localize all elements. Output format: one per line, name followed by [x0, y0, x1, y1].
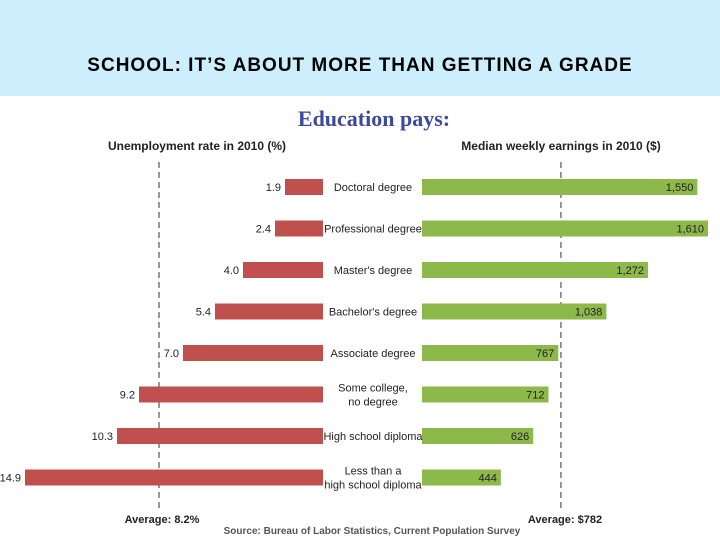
unemployment-value-label: 7.0: [164, 348, 179, 360]
unemployment-value-label: 1.9: [266, 182, 281, 194]
earnings-bar: [422, 428, 534, 444]
unemployment-bar: [25, 469, 323, 486]
earnings-value-label: 1,550: [666, 182, 694, 194]
earnings-value-label: 444: [479, 473, 497, 485]
earnings-value-label: 767: [536, 348, 554, 360]
unemployment-bar: [183, 345, 323, 361]
unemployment-value-label: 14.9: [0, 473, 21, 485]
earnings-bar: [422, 345, 559, 361]
earnings-bar: [422, 262, 648, 278]
earnings-axis-title: Median weekly earnings in 2010 ($): [461, 139, 660, 153]
unemployment-value-label: 5.4: [196, 307, 211, 319]
unemployment-axis-title: Unemployment rate in 2010 (%): [108, 139, 286, 153]
unemployment-bar: [117, 428, 323, 444]
category-label: Master's degree: [334, 265, 413, 277]
category-label: High school diploma: [323, 431, 423, 443]
earnings-bar: [422, 303, 607, 320]
title-banner: SCHOOL: IT’S ABOUT MORE THAN GETTING A G…: [0, 0, 720, 96]
earnings-value-label: 712: [526, 390, 544, 402]
unemployment-value-label: 2.4: [256, 224, 271, 236]
chart-title: Education pays:: [298, 106, 450, 131]
earnings-bar: [422, 179, 698, 195]
earnings-bar: [422, 220, 708, 237]
category-label: no degree: [348, 397, 398, 409]
earnings-bar: [422, 386, 549, 403]
category-label: Less than a: [345, 466, 403, 478]
earnings-value-label: 626: [511, 431, 529, 443]
category-label: Associate degree: [331, 348, 416, 360]
category-label: Bachelor's degree: [329, 307, 417, 319]
education-pays-chart: Education pays: Unemployment rate in 2010…: [0, 106, 708, 537]
unemployment-bar: [139, 386, 323, 403]
source-note: Source: Bureau of Labor Statistics, Curr…: [224, 526, 521, 537]
earnings-value-label: 1,272: [616, 265, 644, 277]
unemployment-bar: [215, 303, 323, 320]
unemployment-bar: [243, 262, 323, 278]
unemployment-bar: [285, 179, 323, 195]
category-label: Professional degree: [324, 224, 422, 236]
category-label: high school diploma: [324, 480, 422, 492]
unemployment-value-label: 4.0: [224, 265, 239, 277]
unemployment-value-label: 10.3: [92, 431, 113, 443]
unemployment-bar: [275, 220, 323, 237]
earnings-value-label: 1,610: [676, 224, 704, 236]
earnings-value-label: 1,038: [575, 307, 603, 319]
earnings-bar: [422, 469, 501, 486]
category-label: Some college,: [338, 383, 408, 395]
slide-title: SCHOOL: IT’S ABOUT MORE THAN GETTING A G…: [87, 55, 633, 76]
category-label: Doctoral degree: [334, 182, 412, 194]
earnings-average-label: Average: $782: [528, 514, 602, 526]
unemployment-value-label: 9.2: [120, 390, 135, 402]
unemployment-average-label: Average: 8.2%: [125, 514, 200, 526]
